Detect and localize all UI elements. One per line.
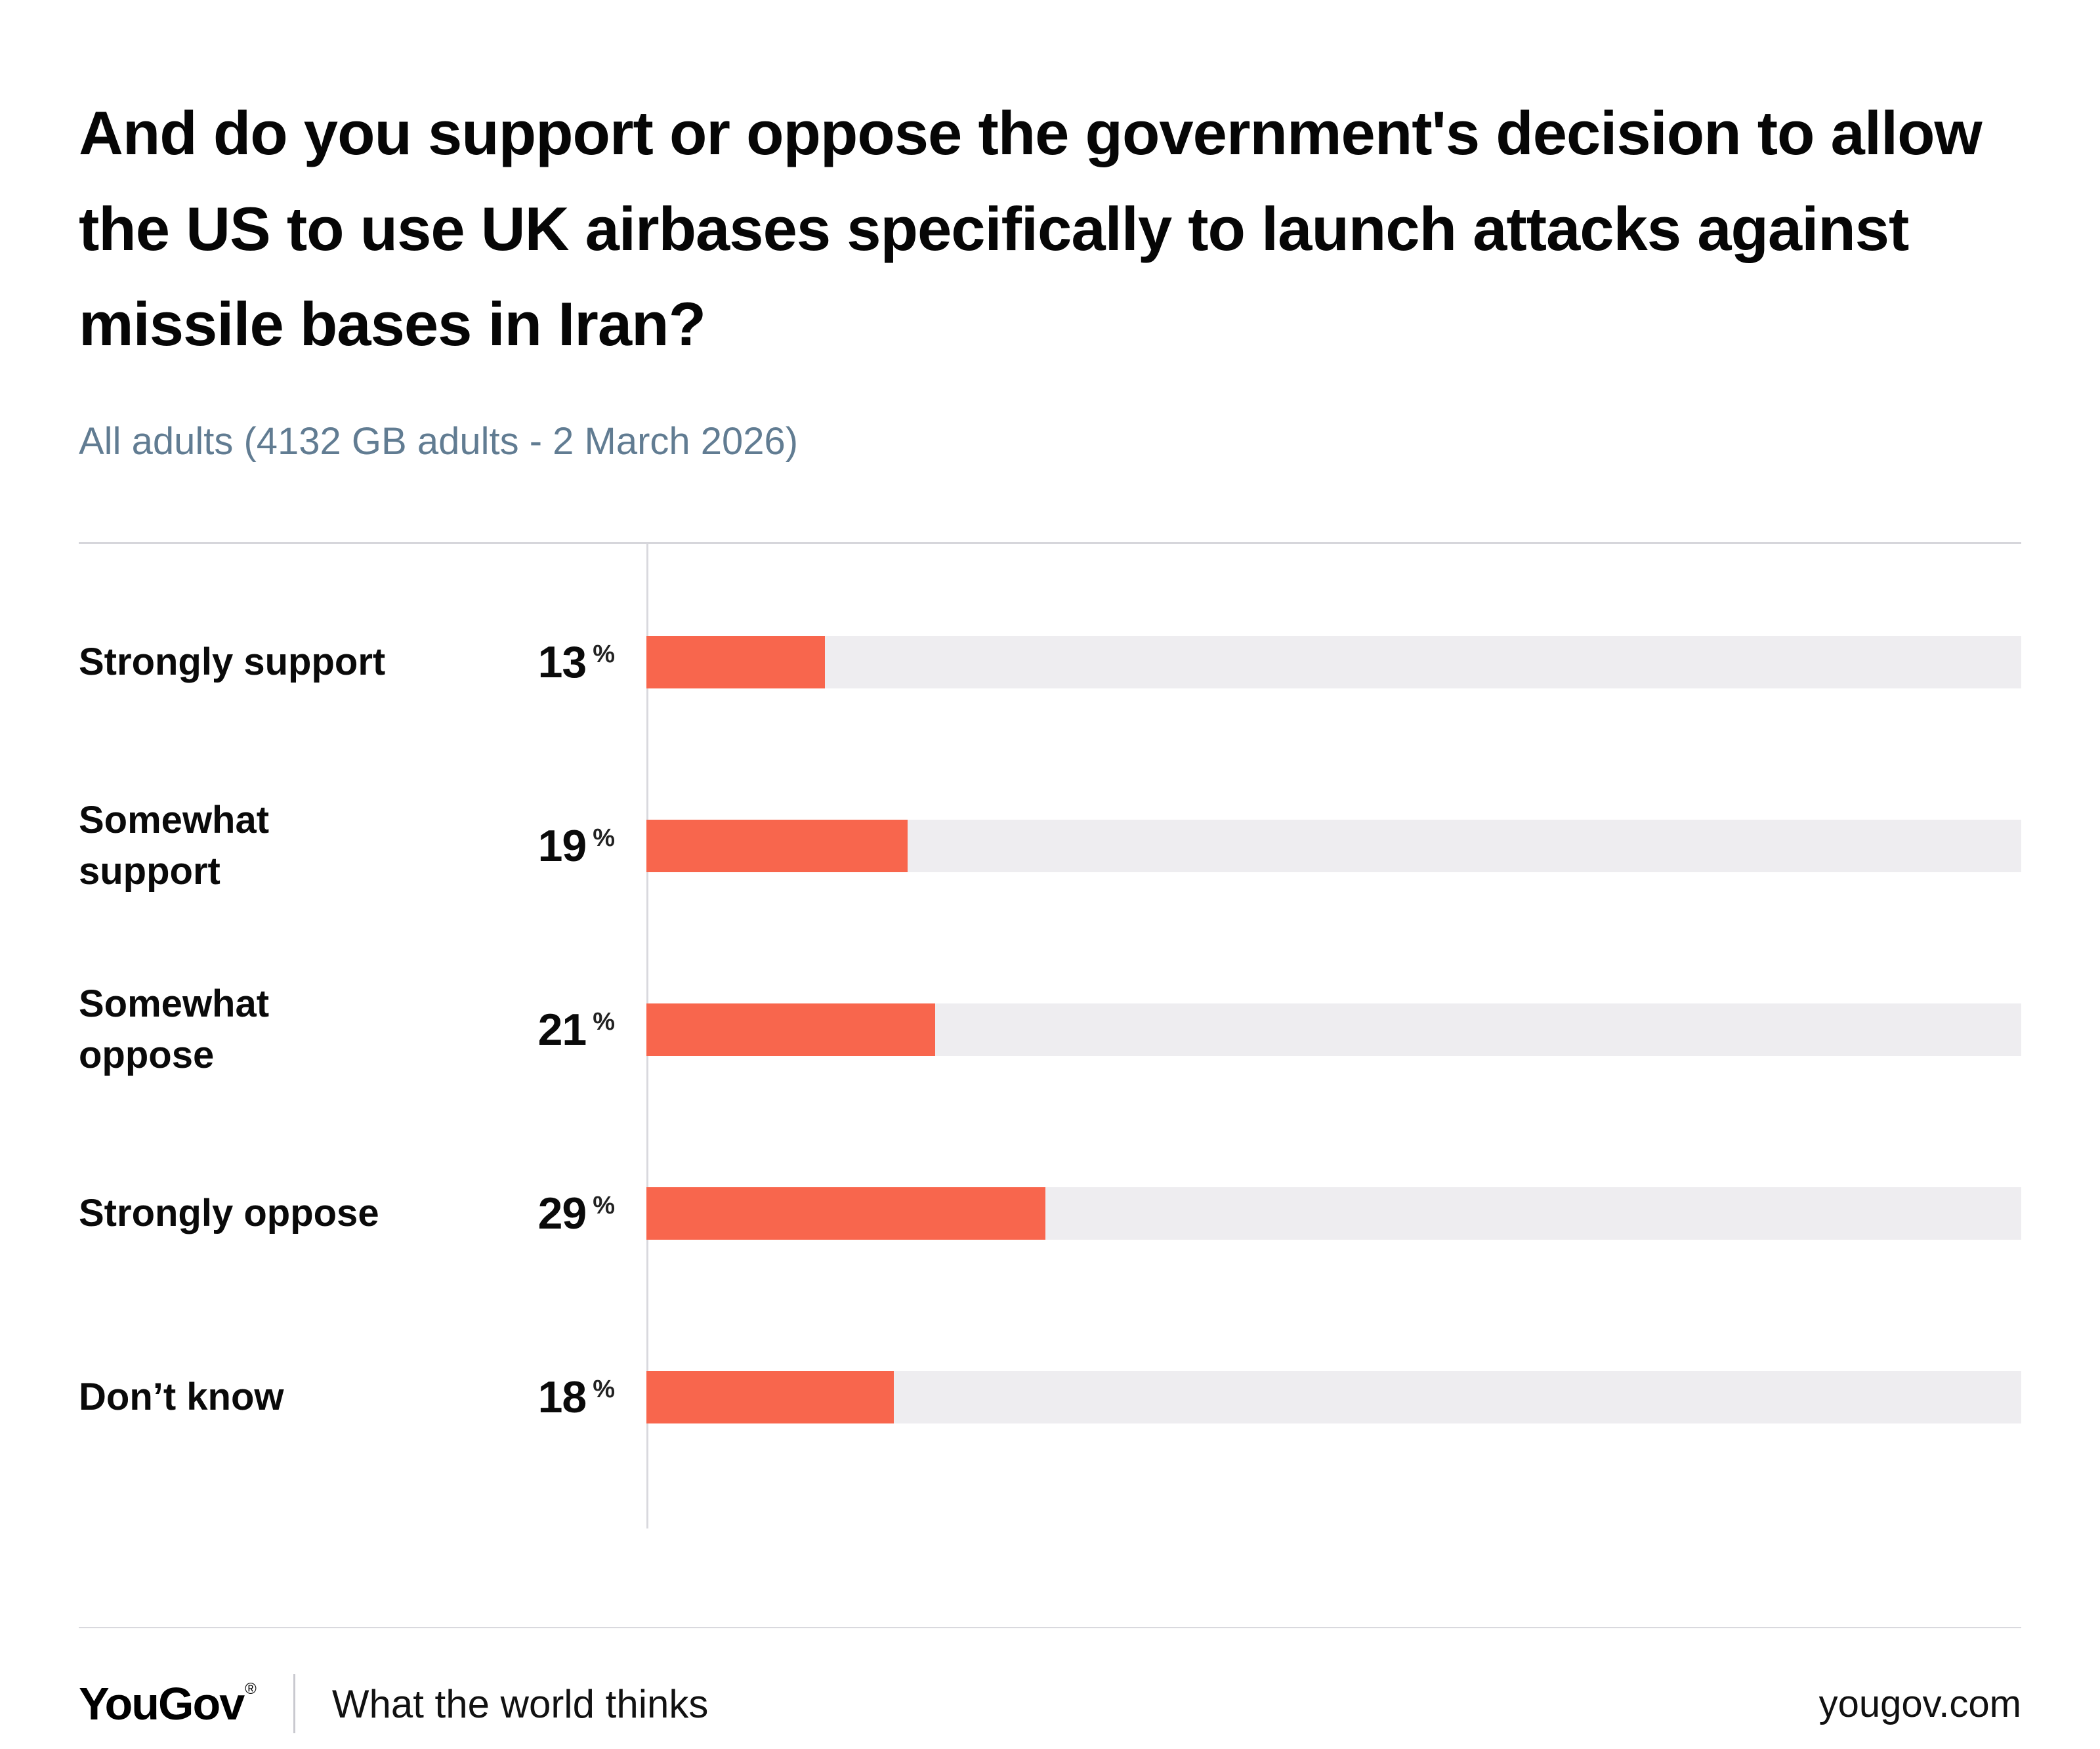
bar-label: Somewhat oppose <box>79 982 270 1077</box>
bar-fill <box>646 1187 1045 1240</box>
chart-row: Somewhat support 19 % <box>79 754 2021 938</box>
chart-row: Somewhat oppose 21 % <box>79 938 2021 1122</box>
bar-label: Strongly oppose <box>79 1191 379 1234</box>
bar-value: 19 <box>537 821 587 872</box>
bar-fill <box>646 1003 935 1057</box>
bar-label: Don’t know <box>79 1375 284 1418</box>
footer: YouGov ® What the world thinks yougov.co… <box>79 1674 2021 1734</box>
bar-fill <box>646 636 826 689</box>
bar-value: 29 <box>537 1189 587 1239</box>
chart-rows: Strongly support 13 % Somewhat support 1… <box>79 570 2021 1489</box>
bar-value-group: 29 % <box>505 1188 646 1239</box>
chart-row: Strongly support 13 % <box>79 570 2021 754</box>
bar-track <box>646 636 2021 689</box>
yougov-site-link[interactable]: yougov.com <box>1818 1682 2021 1725</box>
bar-value-group: 18 % <box>505 1372 646 1423</box>
chart-title: And do you support or oppose the governm… <box>79 98 1983 359</box>
bar-unit: % <box>593 1192 615 1220</box>
chart-row: Strongly oppose 29 % <box>79 1122 2021 1305</box>
bar-unit: % <box>593 641 615 669</box>
bar-value-group: 21 % <box>505 1004 646 1055</box>
bar-chart: Strongly support 13 % Somewhat support 1… <box>79 542 2021 1529</box>
bar-fill <box>646 820 908 873</box>
bar-fill <box>646 1371 894 1424</box>
yougov-logo: YouGov ® <box>79 1677 257 1730</box>
bar-value-group: 19 % <box>505 820 646 872</box>
bar-value: 21 <box>537 1005 587 1055</box>
bar-unit: % <box>593 1008 615 1036</box>
bar-track <box>646 1187 2021 1240</box>
footer-divider <box>79 1627 2021 1629</box>
chart-row: Don’t know 18 % <box>79 1305 2021 1489</box>
bar-value: 18 <box>537 1372 587 1423</box>
footer-tagline: What the world thinks <box>331 1681 709 1726</box>
bar-unit: % <box>593 1376 615 1404</box>
footer-separator <box>293 1674 295 1734</box>
yougov-logo-text: YouGov <box>79 1678 245 1730</box>
bar-track <box>646 1371 2021 1424</box>
bar-track <box>646 1003 2021 1057</box>
bar-label: Somewhat support <box>79 798 270 893</box>
registered-mark-icon: ® <box>245 1680 257 1698</box>
bar-unit: % <box>593 824 615 853</box>
bar-track <box>646 820 2021 873</box>
bar-value: 13 <box>537 637 587 688</box>
chart-subtitle: All adults (4132 GB adults - 2 March 202… <box>79 420 799 463</box>
bar-label: Strongly support <box>79 640 386 683</box>
bar-value-group: 13 % <box>505 637 646 688</box>
